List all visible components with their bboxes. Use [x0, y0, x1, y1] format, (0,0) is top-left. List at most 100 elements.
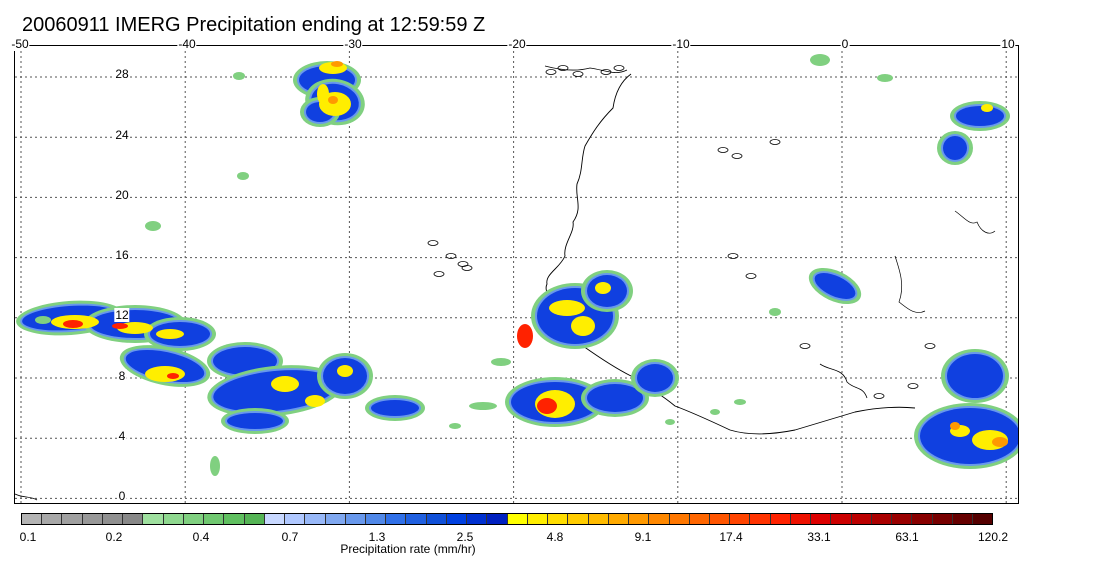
lat-label: 20: [114, 188, 130, 202]
colorbar-segment: [62, 514, 83, 524]
precip-core-yellow: [571, 316, 595, 336]
precip-cell-heavy: [920, 408, 1018, 464]
colorbar-segment: [811, 514, 832, 524]
island: [572, 71, 584, 77]
colorbar-segment: [548, 514, 569, 524]
colorbar-segment: [163, 514, 184, 524]
lon-label: -30: [343, 37, 363, 51]
lon-label: -10: [671, 37, 691, 51]
precip-speckle: [210, 456, 220, 476]
colorbar-segment: [709, 514, 731, 524]
precip-speckle: [769, 308, 781, 316]
precip-core-orange: [328, 96, 338, 104]
river-delta: [819, 363, 868, 399]
colorbar-segment: [386, 514, 407, 524]
precip-core-yellow: [981, 104, 993, 112]
precip-core-yellow: [271, 376, 299, 392]
colorbar-segment: [629, 514, 650, 524]
precip-speckle: [491, 358, 511, 366]
colorbar-segment: [689, 514, 710, 524]
lon-label: 0: [840, 37, 850, 51]
colorbar-segment: [22, 514, 43, 524]
lat-label: 8: [117, 369, 127, 383]
precip-core-yellow: [595, 282, 611, 294]
precip-core-red: [112, 323, 128, 329]
island: [613, 65, 625, 71]
colorbar-segment: [224, 514, 245, 524]
lat-label: 0: [117, 489, 127, 503]
colorbar-segment: [285, 514, 306, 524]
colorbar-segment: [912, 514, 933, 524]
precip-cell-heavy: [587, 384, 643, 412]
colorbar-segment: [42, 514, 63, 524]
precip-cell-heavy: [637, 364, 673, 392]
precip-core-red: [517, 324, 533, 348]
precip-cell-heavy: [956, 106, 1004, 126]
island: [769, 139, 781, 145]
precipitation-colorbar: [21, 513, 993, 525]
precip-speckle: [810, 54, 830, 66]
colorbar-tick: 0.2: [105, 530, 123, 544]
colorbar-segment: [649, 514, 670, 524]
colorbar-segment: [527, 514, 549, 524]
island: [600, 69, 612, 75]
colorbar-segment: [183, 514, 205, 524]
precip-core-yellow: [145, 366, 185, 382]
island: [731, 153, 743, 159]
colorbar-segment: [831, 514, 852, 524]
colorbar-segment: [305, 514, 326, 524]
precip-core-yellow: [317, 84, 329, 104]
precip-speckle: [233, 72, 245, 80]
colorbar-segment: [406, 514, 427, 524]
colorbar-tick: 2.5: [456, 530, 474, 544]
precip-cell-heavy: [943, 136, 967, 160]
colorbar-segment: [892, 514, 913, 524]
coastline: [15, 493, 38, 501]
colorbar-segment: [568, 514, 589, 524]
colorbar-segment: [123, 514, 144, 524]
precip-speckle: [145, 221, 161, 231]
island: [873, 393, 885, 399]
island: [924, 343, 936, 349]
colorbar-segment: [770, 514, 791, 524]
lat-label: 24: [114, 128, 130, 142]
precip-core-yellow: [549, 300, 585, 316]
lon-label: 10: [1000, 37, 1016, 51]
colorbar-segment: [244, 514, 265, 524]
colorbar-tick: 33.1: [807, 530, 831, 544]
colorbar-segment: [750, 514, 771, 524]
map-title: 20060911 IMERG Precipitation ending at 1…: [22, 14, 486, 36]
island: [545, 69, 557, 75]
precip-cell-heavy: [814, 273, 856, 299]
lat-label: 4: [117, 429, 127, 443]
colorbar-segment: [507, 514, 528, 524]
colorbar-segment: [426, 514, 447, 524]
colorbar-segment: [102, 514, 124, 524]
precip-speckle: [665, 419, 675, 425]
precip-speckle: [469, 402, 497, 410]
colorbar-tick: 17.4: [719, 530, 743, 544]
lat-label: 16: [114, 248, 130, 262]
river: [954, 210, 996, 234]
river: [894, 255, 926, 313]
colorbar-tick: 0.4: [192, 530, 210, 544]
colorbar-segment: [669, 514, 690, 524]
island: [445, 253, 457, 259]
colorbar-segment: [143, 514, 164, 524]
island: [433, 271, 445, 277]
precip-core-red: [63, 320, 83, 328]
colorbar-title: Precipitation rate (mm/hr): [340, 542, 476, 556]
precipitation-map[interactable]: [14, 45, 1019, 504]
island: [727, 253, 739, 259]
colorbar-segment: [204, 514, 225, 524]
colorbar-segment: [325, 514, 346, 524]
precip-core-yellow: [305, 395, 325, 407]
precip-speckle: [237, 172, 249, 180]
island: [557, 65, 569, 71]
colorbar-tick: 0.1: [19, 530, 37, 544]
island: [427, 240, 439, 246]
colorbar-segment: [952, 514, 974, 524]
colorbar-segment: [851, 514, 872, 524]
precip-speckle: [877, 74, 893, 82]
precip-speckle: [35, 316, 51, 324]
